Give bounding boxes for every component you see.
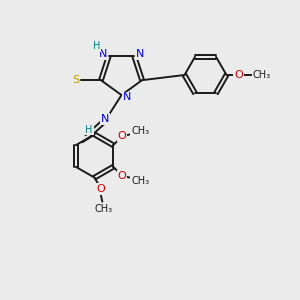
Text: CH₃: CH₃ xyxy=(131,126,149,136)
Text: O: O xyxy=(234,70,243,80)
Text: H: H xyxy=(85,124,93,135)
Text: CH₃: CH₃ xyxy=(253,70,271,80)
Text: O: O xyxy=(96,184,105,194)
Text: H: H xyxy=(92,41,100,51)
Text: N: N xyxy=(101,114,109,124)
Text: CH₃: CH₃ xyxy=(94,203,112,214)
Text: N: N xyxy=(123,92,131,103)
Text: CH₃: CH₃ xyxy=(131,176,149,186)
Text: O: O xyxy=(118,131,127,141)
Text: O: O xyxy=(118,171,127,181)
Text: S: S xyxy=(72,75,79,85)
Text: N: N xyxy=(99,49,108,58)
Text: N: N xyxy=(135,49,144,58)
